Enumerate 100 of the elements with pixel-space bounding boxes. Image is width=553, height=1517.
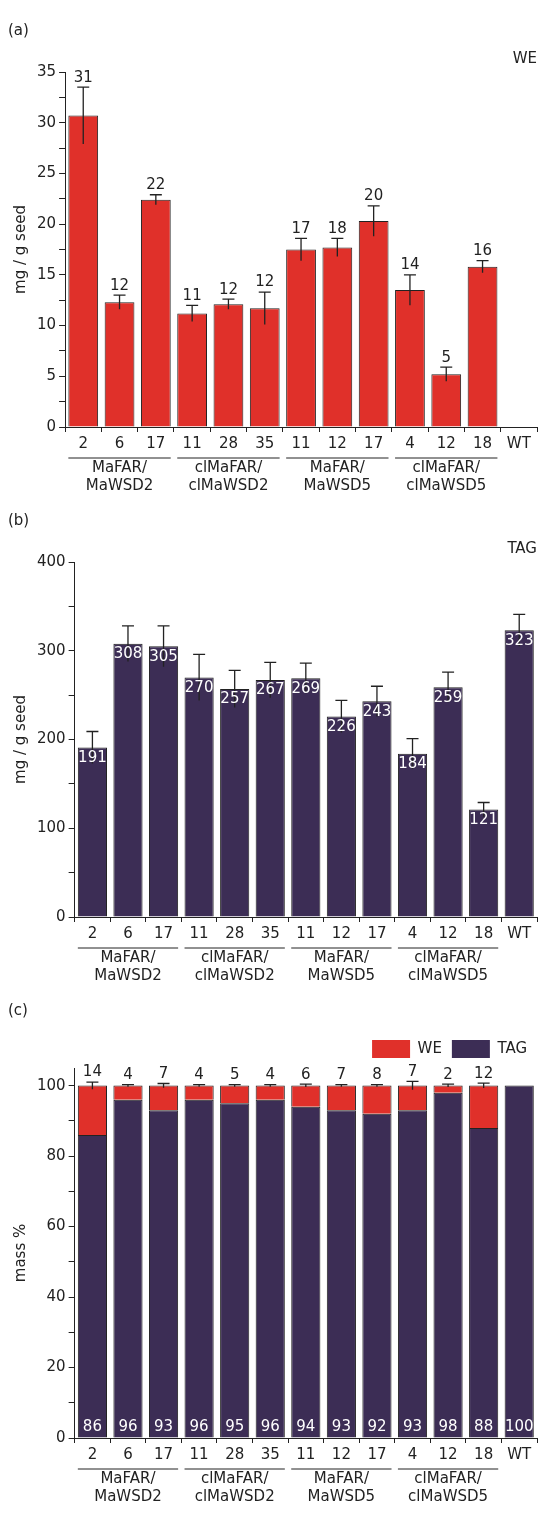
y-tick-label: 0 <box>56 1427 66 1446</box>
y-tick-label: 200 <box>36 729 66 748</box>
data-label: 95 <box>225 1417 245 1436</box>
data-label: 12 <box>474 1063 494 1082</box>
chart-title: (a) <box>8 20 29 39</box>
x-tick-label: 2 <box>87 1444 98 1463</box>
data-label: 12 <box>255 272 275 291</box>
x-tick-label: 11 <box>189 923 209 942</box>
x-tick-label: 35 <box>260 1444 280 1463</box>
x-tick-label: 17 <box>154 1444 174 1463</box>
legend-label: TAG <box>496 1038 528 1057</box>
data-label: 16 <box>473 241 493 260</box>
chart-subtitle: TAG <box>506 538 537 557</box>
data-label: 94 <box>296 1417 316 1436</box>
x-tick-label: 4 <box>405 433 415 452</box>
y-tick-label: 80 <box>46 1145 66 1164</box>
y-axis-title: mass % <box>10 1223 29 1283</box>
text: MaFAR/ MaWSD2 <box>94 948 162 985</box>
x-tick-label: 28 <box>225 1444 245 1463</box>
x-tick-label: 4 <box>407 1444 418 1463</box>
data-label: 308 <box>113 644 143 663</box>
data-label: 4 <box>123 1064 133 1083</box>
data-label: 92 <box>367 1417 387 1436</box>
data-label: 12 <box>109 275 130 294</box>
text: MaFAR/ MaWSD2 <box>94 1469 162 1506</box>
text: MaFAR/ MaWSD2 <box>85 458 154 495</box>
y-tick-label: 60 <box>46 1216 66 1235</box>
data-label: 269 <box>291 678 321 697</box>
x-tick-label: 35 <box>255 433 275 452</box>
x-tick-label: 17 <box>367 923 387 942</box>
data-label: 22 <box>146 175 166 194</box>
x-tick-label: 17 <box>364 433 384 452</box>
x-tick-label: WT <box>507 1444 533 1463</box>
y-tick-label: 5 <box>46 366 57 385</box>
y-axis-title: mg / g seed <box>10 695 29 784</box>
y-tick-label: 100 <box>36 1075 66 1094</box>
data-label: 88 <box>474 1417 494 1436</box>
text: clMaFAR/ clMaWSD5 <box>406 458 487 495</box>
data-label: 257 <box>220 689 249 708</box>
chart-title: (c) <box>8 1000 28 1019</box>
y-tick-label: 35 <box>36 61 57 80</box>
text: clMaFAR/ clMaWSD2 <box>188 458 269 495</box>
data-label: 7 <box>336 1064 347 1083</box>
text: MaFAR/ MaWSD5 <box>303 458 372 495</box>
data-label: 96 <box>260 1417 280 1436</box>
y-tick-label: 0 <box>56 906 66 925</box>
data-label: 7 <box>158 1063 169 1082</box>
data-label: 11 <box>182 285 202 304</box>
x-tick-label: 11 <box>296 923 316 942</box>
data-label: 5 <box>229 1064 240 1083</box>
data-label: 93 <box>154 1417 174 1436</box>
x-tick-label: 11 <box>296 1444 316 1463</box>
x-tick-label: 6 <box>123 1444 133 1463</box>
data-label: 121 <box>469 810 498 828</box>
text: MaFAR/ MaWSD5 <box>307 948 376 985</box>
x-tick-label: 12 <box>438 923 458 942</box>
data-label: 191 <box>78 747 107 766</box>
text: clMaFAR/ clMaWSD2 <box>194 948 275 985</box>
y-tick-label: 15 <box>36 264 57 283</box>
x-tick-label: 17 <box>154 923 174 942</box>
x-tick-label: 11 <box>291 433 311 452</box>
x-tick-label: 12 <box>331 923 351 942</box>
data-label: 14 <box>400 255 420 274</box>
x-tick-label: 6 <box>114 433 125 452</box>
data-label: 96 <box>189 1417 209 1436</box>
y-tick-label: 100 <box>36 818 66 837</box>
x-tick-label: 18 <box>474 1444 494 1463</box>
x-tick-label: 12 <box>327 433 347 452</box>
y-tick-label: 300 <box>36 640 66 659</box>
x-tick-label: 11 <box>189 1444 209 1463</box>
x-tick-label: 28 <box>225 923 245 942</box>
data-label: 7 <box>407 1061 418 1080</box>
x-tick-label: 11 <box>182 433 202 452</box>
x-tick-label: 12 <box>438 1444 458 1463</box>
data-label: 14 <box>82 1062 102 1081</box>
data-label: 226 <box>327 716 356 735</box>
data-label: 305 <box>149 646 178 665</box>
y-tick-label: 10 <box>36 315 57 334</box>
x-tick-label: 12 <box>331 1444 351 1463</box>
data-label: 6 <box>301 1064 311 1083</box>
text: MaFAR/ MaWSD5 <box>307 1469 376 1506</box>
y-tick-label: 20 <box>36 214 57 233</box>
data-label: 20 <box>364 186 384 205</box>
chart-title: (b) <box>8 510 30 529</box>
data-label: 243 <box>362 701 392 720</box>
text: clMaFAR/ clMaWSD5 <box>408 948 489 985</box>
chart-subtitle: WE <box>512 48 537 67</box>
data-label: 31 <box>73 67 93 86</box>
x-tick-label: 6 <box>123 923 133 942</box>
data-label: 98 <box>438 1417 458 1436</box>
data-label: 17 <box>291 218 311 237</box>
x-tick-label: WT <box>507 923 533 942</box>
x-tick-label: 12 <box>436 433 456 452</box>
data-label: 86 <box>82 1417 102 1436</box>
data-label: 4 <box>265 1064 276 1083</box>
x-tick-label: 2 <box>87 923 98 942</box>
data-label: 4 <box>194 1064 204 1083</box>
data-label: 96 <box>118 1417 138 1436</box>
y-axis-title: mg / g seed <box>10 205 29 294</box>
y-tick-label: 40 <box>46 1286 66 1305</box>
